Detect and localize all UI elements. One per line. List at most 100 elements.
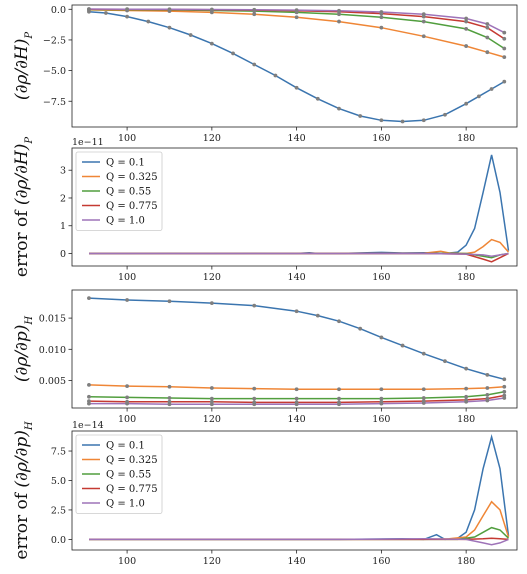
y-tick-label: 2.5 — [51, 505, 66, 516]
chart-p3: 100 120 140 160 180 0.005 0.010 0.015 (∂ρ/∂p)H — [12, 289, 518, 425]
series-q-0-325-point — [502, 55, 507, 60]
series-q-0-55-line — [88, 391, 505, 400]
y-tick-label: 0.005 — [39, 376, 66, 387]
series-q-0-775-line — [88, 394, 505, 404]
series-q-1-0-point — [337, 402, 341, 407]
legend-entry: Q = 0.1 — [106, 158, 145, 169]
series-q-0-1-point — [167, 25, 172, 30]
series-q-0-775-point — [502, 36, 507, 41]
series-q-0-325-line — [88, 9, 505, 58]
series-q-0-1-point — [209, 301, 214, 306]
series-q-0-1-point — [294, 85, 299, 90]
y-tick-label: −5.0 — [43, 66, 66, 77]
series-q-0-55-point — [337, 396, 341, 401]
x-tick-label: 140 — [288, 414, 306, 425]
series-q-0-1-point — [421, 118, 426, 123]
series-q-1-0-line — [89, 397, 505, 406]
series-q-0-55-point — [464, 27, 469, 31]
y-axis-label: error of (∂ρ/∂H)P — [12, 137, 35, 277]
series-q-0-1-point — [146, 19, 151, 24]
series-q-0-1-point — [502, 377, 507, 382]
x-tick-label: 180 — [457, 414, 475, 425]
series-q-0-55-point — [485, 35, 490, 40]
series-q-1-0-point — [125, 7, 129, 12]
y-axis-label-prefix: error of — [12, 205, 32, 277]
series-q-0-1-point — [188, 33, 193, 37]
series-q-0-325-point — [421, 34, 426, 39]
y-axis-label-sub: P — [24, 32, 35, 40]
series-q-0-55-point — [125, 395, 129, 400]
series-q-1-0-point — [167, 402, 172, 407]
series-q-0-325-point — [125, 384, 129, 389]
series-q-0-325-point — [502, 384, 507, 389]
legend: Q = 0.1 Q = 0.325 Q = 0.55 Q = 0.775 Q = 1.0 — [75, 434, 163, 514]
y-tick-label: 0.0 — [51, 535, 66, 546]
y-axis-label-main: (∂ρ/∂H) — [12, 144, 32, 205]
series-q-1-0-point — [294, 402, 299, 407]
series-q-0-1-point — [125, 298, 129, 302]
series-q-0-325-line — [88, 384, 505, 391]
y-offset-text: 1e−11 — [72, 137, 104, 148]
series-q-0-1-line — [88, 297, 505, 381]
series-q-0-325-point — [464, 386, 469, 391]
y-axis-label-sub: H — [24, 316, 35, 326]
series-q-0-1-point — [125, 14, 129, 19]
legend-entry: Q = 0.325 — [106, 455, 158, 466]
y-axis-label-sub: P — [24, 137, 35, 145]
series-q-0-1-point — [209, 41, 214, 46]
legend-entry: Q = 0.55 — [106, 187, 151, 198]
chart-p4: 100 120 140 160 180 0.0 2.5 5.0 7.5 1e−14 error of… — [12, 420, 518, 567]
series-q-0-55-line — [89, 526, 510, 541]
x-tick-label: 100 — [118, 556, 136, 567]
series-q-1-0-point — [502, 30, 507, 35]
series-q-1-0-point — [464, 399, 469, 404]
chart-p2: 100 120 140 160 180 0 1 2 3 1e−11 error of (∂ρ/∂H)… — [12, 137, 518, 283]
series-q-0-325-point — [167, 384, 172, 389]
series-q-0-1-point — [87, 296, 91, 301]
series-q-0-1-point — [273, 73, 278, 78]
series-q-0-55-point — [379, 396, 384, 401]
y-tick-label: −7.5 — [43, 97, 66, 108]
series-q-0-775-point — [485, 25, 490, 30]
series-q-1-0-point — [87, 7, 91, 11]
y-axis-label-sub: H — [24, 421, 35, 431]
series-q-1-0-point — [379, 401, 384, 406]
series-q-0-55-point — [421, 396, 426, 400]
y-axis-label: (∂ρ/∂p)H — [12, 316, 35, 382]
legend-entry: Q = 1.0 — [106, 216, 145, 227]
series-q-0-1-point — [489, 87, 494, 91]
y-tick-label: 5.0 — [51, 476, 66, 487]
series-q-1-0-point — [379, 10, 384, 14]
series-q-1-0-line — [88, 8, 505, 34]
y-tick-label: 3 — [60, 166, 66, 177]
series-q-0-55-point — [252, 396, 257, 401]
series-q-0-1-point — [104, 11, 108, 15]
series-q-0-1-point — [464, 101, 469, 106]
legend-box — [75, 151, 163, 231]
y-tick-label: 7.5 — [51, 447, 66, 458]
y-axis-label-main: (∂ρ/∂H) — [12, 39, 32, 100]
series-q-0-1-line — [88, 10, 505, 123]
series-q-0-1-point — [294, 309, 299, 314]
legend-box — [75, 434, 163, 514]
series-q-0-325-point — [485, 386, 490, 390]
x-tick-label: 100 — [118, 272, 136, 283]
series-q-0-55-point — [464, 394, 469, 399]
series-q-0-1-point — [400, 343, 405, 348]
series-q-1-0-point — [421, 401, 426, 405]
x-tick-label: 160 — [372, 272, 390, 283]
series-q-0-325-point — [485, 50, 490, 55]
legend-entry: Q = 0.775 — [106, 484, 158, 495]
series-q-0-325-point — [337, 387, 341, 392]
series-q-0-325-point — [252, 12, 257, 17]
series-q-1-0-point — [485, 398, 490, 403]
legend-entry: Q = 0.325 — [106, 172, 158, 183]
plot-frame — [71, 289, 518, 409]
x-tick-label: 180 — [457, 272, 475, 283]
series-q-0-1-point — [485, 373, 490, 377]
y-tick-label: 0 — [60, 249, 66, 260]
series-q-0-325-point — [379, 25, 384, 30]
x-tick-label: 120 — [203, 414, 221, 425]
series-q-0-1-point — [379, 118, 384, 123]
